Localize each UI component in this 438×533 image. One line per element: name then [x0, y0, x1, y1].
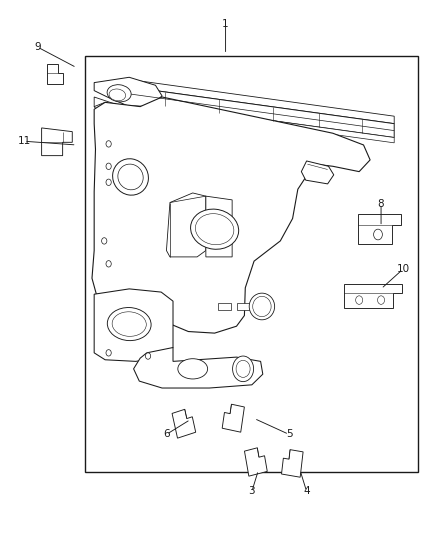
Polygon shape — [94, 97, 136, 117]
Ellipse shape — [113, 159, 148, 195]
Text: 10: 10 — [396, 264, 410, 274]
Polygon shape — [42, 128, 72, 156]
Circle shape — [374, 229, 382, 240]
Text: 4: 4 — [303, 487, 310, 496]
Ellipse shape — [195, 214, 234, 245]
Ellipse shape — [253, 296, 271, 317]
Circle shape — [356, 296, 363, 304]
Polygon shape — [125, 79, 394, 124]
Circle shape — [106, 261, 111, 267]
Ellipse shape — [109, 89, 126, 101]
Polygon shape — [358, 214, 401, 244]
Ellipse shape — [107, 85, 131, 102]
Circle shape — [106, 179, 111, 185]
Polygon shape — [166, 193, 206, 257]
Circle shape — [106, 350, 111, 356]
Ellipse shape — [236, 360, 250, 377]
Text: 11: 11 — [18, 136, 31, 146]
Text: 5: 5 — [286, 430, 293, 439]
Polygon shape — [172, 409, 196, 438]
Polygon shape — [344, 284, 402, 308]
Circle shape — [378, 296, 385, 304]
Polygon shape — [282, 450, 303, 477]
Polygon shape — [94, 77, 162, 107]
Polygon shape — [125, 86, 394, 138]
Polygon shape — [237, 303, 250, 310]
Text: 1: 1 — [222, 19, 229, 29]
Text: 8: 8 — [378, 199, 385, 208]
Polygon shape — [94, 102, 112, 115]
Text: 9: 9 — [34, 42, 41, 52]
Circle shape — [102, 238, 107, 244]
Circle shape — [106, 163, 111, 169]
Ellipse shape — [118, 164, 143, 190]
Polygon shape — [92, 97, 370, 333]
Polygon shape — [94, 289, 173, 361]
Polygon shape — [244, 448, 267, 476]
Ellipse shape — [107, 308, 151, 341]
Text: 3: 3 — [248, 487, 255, 496]
Polygon shape — [301, 161, 334, 184]
Ellipse shape — [249, 293, 275, 320]
Text: 6: 6 — [163, 430, 170, 439]
Ellipse shape — [191, 209, 239, 249]
Polygon shape — [206, 196, 232, 257]
Bar — [85, 56, 418, 472]
Polygon shape — [125, 100, 394, 143]
Polygon shape — [218, 303, 231, 310]
Polygon shape — [222, 404, 244, 432]
Circle shape — [145, 353, 151, 359]
Polygon shape — [47, 64, 63, 84]
Circle shape — [106, 141, 111, 147]
Ellipse shape — [178, 359, 208, 379]
Ellipse shape — [112, 312, 146, 336]
Polygon shape — [134, 348, 263, 388]
Ellipse shape — [233, 356, 254, 382]
